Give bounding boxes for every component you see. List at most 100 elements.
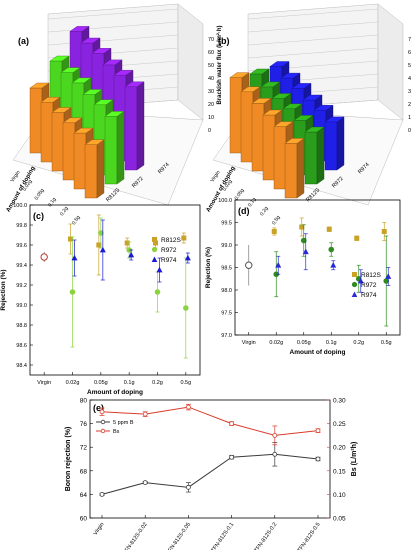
panel-c-point-R812S (96, 242, 102, 248)
panel-c-legend-label: R972 (161, 247, 177, 254)
panel-e-point-Bs (272, 432, 278, 438)
panel-e-xtick-label: TFN-812S-0.2 (254, 522, 279, 550)
panel-d-panel-label: (d) (238, 206, 250, 216)
panel-c-point-R812S (68, 236, 73, 242)
panel-b-bar-side (336, 116, 345, 171)
panel-e-y2tick-label: 0.10 (333, 492, 346, 499)
panel-b-bar-top (313, 105, 334, 111)
panel-c-ytick-label: 99.2 (16, 283, 27, 289)
panel-e-point-5 ppm B (229, 454, 235, 460)
panel-c-y-axis-title: Rejection (%) (0, 269, 7, 310)
panel-d-xtick-label: 0.05g (297, 340, 311, 346)
panel-d-legend-marker (351, 281, 358, 288)
panel-a-category-label: 0.1g (47, 197, 58, 209)
panel-a-panel-label: (a) (18, 36, 29, 46)
panel-a-bar-R974-5 (124, 86, 138, 171)
panel-c-ytick-label: 99.8 (16, 223, 27, 229)
panel-d-xtick-label: Virgin (242, 340, 256, 346)
panel-a-bar-top (73, 127, 94, 134)
panel-b-bar-top (324, 116, 345, 123)
panel-b-bar-top (262, 109, 283, 116)
panel-a-bar-top (51, 107, 72, 113)
panel-c-ytick-label: 98.8 (16, 323, 27, 329)
panel-c-point-R812S (153, 240, 158, 246)
panel-d-point-R812S (271, 229, 277, 234)
panel-a-bar-side (116, 111, 125, 185)
panel-a-ztick-label: 70 (208, 37, 214, 43)
panel-a-gridline (47, 47, 179, 59)
panel-c-ytick-label: 100.0 (13, 203, 27, 209)
panel-b-bar-top (229, 72, 250, 78)
panel-a-gridline (47, 8, 179, 20)
panel-d-point-R974 (330, 262, 337, 268)
panel-d-ytick-label: 99.0 (221, 243, 232, 249)
panel-a-bar-R812S-4 (73, 132, 87, 190)
panel-e-xtick-label: TFN-812S-0.05 (165, 522, 192, 550)
panel-d-point-R812S (354, 235, 360, 241)
panel-c-legend-label: R812S (161, 237, 182, 244)
panel-d-virgin-point (245, 261, 253, 269)
panel-e-xtick-label: TFN-812S-0.02 (122, 522, 149, 550)
panel-a-bar-side (96, 139, 105, 199)
panel-a-bar-R812S-1 (40, 101, 54, 163)
panel-e-y2tick-label: 0.20 (333, 445, 346, 452)
panel-d-point-R974 (357, 277, 364, 284)
panel-b-ztick-label: 40 (408, 76, 411, 82)
panel-d-ytick-label: 98.5 (221, 266, 232, 272)
panel-a-bar-top (49, 55, 70, 62)
panel-e-xtick-label: Virgin (93, 522, 106, 537)
panel-a-bar-top (93, 99, 114, 106)
panel-e-point-5 ppm B (272, 451, 278, 457)
panel-b-bar-top (293, 115, 314, 121)
panel-d-xtick-label: 0.02g (269, 340, 283, 346)
panel-e-point-Bs (315, 428, 321, 434)
panel-a-bar-top (82, 89, 103, 95)
panel-a-bar-R812S-3 (62, 122, 76, 181)
panel-e-y2tick-label: 0.30 (333, 398, 346, 405)
panel-e-y-axis-title: Boron rejection (%) (65, 427, 72, 492)
panel-b-gridline (247, 60, 379, 72)
panel-a-series-label: R812S (105, 187, 121, 203)
panel-a-bar-R812S-2 (51, 112, 65, 172)
panel-a-gridline (47, 34, 179, 46)
panel-a-bar-top (60, 67, 81, 73)
panel-c-point-R974 (156, 266, 163, 273)
panel-a-bar-R812S-5 (84, 144, 98, 199)
panel-b-bar-top (271, 93, 292, 99)
panel-a-bar-top (71, 77, 92, 84)
panel-b-bar-side (296, 138, 305, 199)
panel-c-point-R972 (98, 230, 104, 236)
panel-a-gridline (47, 21, 179, 33)
panel-c-ytick-label: 99.0 (16, 303, 27, 309)
panel-b-ztick-label: 20 (408, 102, 411, 108)
panel-d-ytick-label: 99.5 (221, 221, 232, 227)
panel-d-y-axis-title: Rejection (%) (205, 247, 212, 288)
panel-d-legend-label: R812S (361, 272, 382, 279)
panel-b-ztick-label: 0 (408, 128, 411, 134)
panel-e-point-5 ppm B (99, 491, 105, 497)
panel-a-bar-R812S-0 (29, 87, 43, 154)
panel-a-bar-top (62, 117, 83, 124)
panel-a-ztick-label: 40 (208, 76, 214, 82)
panel-a-bar-top (80, 37, 101, 44)
panel-e-legend-marker (100, 419, 106, 425)
panel-a-bar-R972-5 (104, 116, 118, 185)
panel-a-bar-side (136, 81, 145, 171)
panel-d-point-R974 (385, 273, 392, 279)
panel-e-ytick-label: 68 (80, 468, 88, 475)
panel-c-xtick-label: 0.5g (180, 380, 191, 386)
panel-d-point-R972 (328, 246, 335, 253)
panel-b-ztick-label: 70 (408, 37, 411, 43)
panel-c-xtick-label: 0.05g (94, 380, 108, 386)
panel-e-point-Bs (99, 409, 105, 415)
panel-d-point-R812S (381, 229, 387, 234)
panel-b-category-label: 0.5g (271, 215, 282, 227)
panel-b-bar-R812S-1 (240, 91, 254, 163)
panel-d-point-R972 (383, 278, 390, 284)
panel-b-bar-R812S-5 (284, 143, 298, 199)
panel-a-ztick-label: 50 (208, 63, 214, 69)
panel-a-category-label: 0.05g (34, 188, 46, 202)
panel-d-xtick-label: 0.5g (381, 340, 392, 346)
panel-d-ytick-label: 97.0 (221, 333, 232, 339)
panel-e-point-5 ppm B (142, 480, 148, 486)
